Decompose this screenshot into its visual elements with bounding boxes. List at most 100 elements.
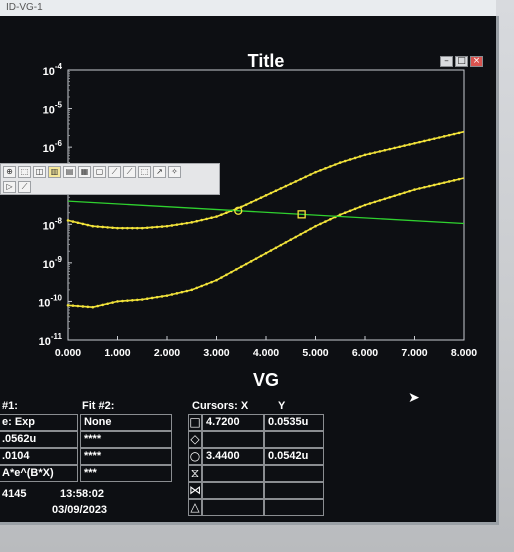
cursor-symbol-icon[interactable]: □	[188, 414, 202, 431]
series-1-point	[338, 161, 342, 164]
toolbar-tool-button[interactable]: ⊕	[3, 166, 16, 178]
toolbar-tool-button[interactable]: ▥	[48, 166, 61, 178]
series-1-point	[91, 224, 95, 228]
toolbar-tool-button[interactable]: ▤	[63, 166, 76, 178]
fit2-param-a-cell[interactable]: ****	[80, 431, 172, 448]
series-2-point	[398, 192, 401, 196]
series-2-point	[239, 265, 243, 269]
series-2-point	[447, 180, 451, 183]
cursor-symbol-icon[interactable]: ⧖	[188, 465, 202, 482]
series-2-point	[96, 304, 99, 308]
series-2-point	[165, 294, 169, 297]
y-tick-label: 10-9	[43, 255, 63, 271]
x-tick-label: 6.000	[352, 347, 378, 359]
cursor-y-cell[interactable]: 0.0535u	[264, 414, 324, 431]
fit1-param-b-cell[interactable]: .0104	[0, 448, 78, 465]
toolbar-row-2: ▷ ⟋	[3, 181, 217, 195]
series-2-point	[314, 224, 317, 228]
series-2-point	[294, 235, 298, 239]
series-1-point	[111, 226, 114, 230]
toolbar-tool-button[interactable]: ⟋	[108, 166, 121, 178]
x-tick-label: 8.000	[451, 347, 477, 359]
toolbar-tool-button[interactable]: ↗	[153, 166, 166, 178]
series-1-point	[220, 213, 223, 216]
series-2-point	[235, 268, 238, 271]
cursor-symbol-icon[interactable]: ⋈	[188, 482, 202, 499]
cursor-symbol-icon[interactable]: △	[188, 499, 202, 516]
close-button[interactable]: ×	[470, 56, 483, 67]
series-2-point	[324, 220, 327, 223]
cursor-symbol-icon[interactable]: ◇	[188, 431, 202, 448]
series-1-point	[254, 198, 258, 202]
cursor-x-cell[interactable]: 4.7200	[202, 414, 264, 431]
cursor-circle-marker	[234, 206, 243, 215]
toolbar-tool-button[interactable]: ⟋	[123, 166, 136, 178]
cursor-x-cell[interactable]	[202, 499, 264, 516]
series-2-point	[170, 293, 174, 296]
toolbar-tool-button[interactable]: ⬚	[18, 166, 31, 178]
series-2-point	[126, 299, 129, 302]
cursor-symbol-icon[interactable]: ○	[188, 448, 202, 465]
series-2-point	[457, 177, 461, 181]
series-1-point	[244, 203, 248, 206]
series-1-point	[215, 215, 218, 218]
toolbar-tool-button[interactable]: ✧	[168, 166, 181, 178]
series-1-point	[269, 191, 273, 195]
fit1-param-a-cell[interactable]: .0562u	[0, 431, 78, 448]
cursor-y-cell[interactable]	[264, 499, 324, 516]
series-1-point	[373, 151, 377, 154]
series-2-point	[299, 233, 302, 236]
series-1-point	[348, 158, 352, 161]
fit2-param-b-cell[interactable]: ****	[80, 448, 172, 465]
toolbar-tool-button[interactable]: ◫	[33, 166, 46, 178]
series-1-point	[249, 201, 253, 204]
series-2-point	[413, 188, 416, 191]
series-1-point	[324, 167, 327, 170]
series-1-point	[180, 222, 184, 226]
series-2-point	[136, 298, 139, 302]
series-2-point	[289, 238, 293, 242]
fit2-type-cell[interactable]: None	[80, 414, 172, 431]
series-2-point	[304, 230, 307, 233]
cursor-y-cell[interactable]	[264, 482, 324, 499]
series-2-point	[225, 273, 228, 277]
cursor-y-cell[interactable]	[264, 465, 324, 482]
series-2-point	[269, 249, 273, 252]
series-1-point	[126, 226, 129, 230]
cursor-x-cell[interactable]: 3.4400	[202, 448, 264, 465]
minimize-button[interactable]: –	[440, 56, 453, 67]
toolbar-tool-button[interactable]: ▦	[78, 166, 91, 178]
fit1-type-cell[interactable]: e: Exp	[0, 414, 78, 431]
series-2-point	[249, 260, 253, 263]
toolbar-tool-button[interactable]: ▢	[93, 166, 106, 178]
series-2-point	[393, 194, 397, 198]
series-1-point	[66, 219, 70, 222]
series-1-point	[289, 182, 293, 186]
series-2-point	[363, 203, 367, 207]
series-1-point	[319, 168, 322, 172]
series-2-point	[91, 305, 95, 309]
series-1-point	[71, 220, 75, 223]
series-2-point	[215, 278, 218, 282]
cursor-y-cell[interactable]: 0.0542u	[264, 448, 324, 465]
cursor-x-cell[interactable]	[202, 431, 264, 448]
fit1-formula-cell[interactable]: A*e^(B*X)	[0, 465, 78, 482]
series-1-point	[190, 221, 194, 224]
toolbar-tool-button[interactable]: ▷	[3, 181, 16, 193]
toolbar-tool-button[interactable]: ⬚	[138, 166, 151, 178]
cursor-x-cell[interactable]	[202, 465, 264, 482]
series-2-point	[111, 301, 114, 304]
series-2-point	[442, 181, 446, 184]
series-2-point	[145, 297, 149, 301]
series-1-point	[264, 194, 268, 197]
series-1-point	[225, 211, 228, 215]
cursors-x-header: Cursors: X	[192, 400, 249, 412]
series-1-point	[447, 133, 451, 137]
series-2-point	[175, 292, 179, 295]
maximize-button[interactable]: □	[455, 56, 468, 67]
fit2-formula-cell[interactable]: ***	[80, 465, 172, 482]
series-1-point	[378, 150, 382, 153]
toolbar-tool-button[interactable]: ⟋	[18, 181, 31, 193]
cursor-x-cell[interactable]	[202, 482, 264, 499]
cursor-y-cell[interactable]	[264, 431, 324, 448]
